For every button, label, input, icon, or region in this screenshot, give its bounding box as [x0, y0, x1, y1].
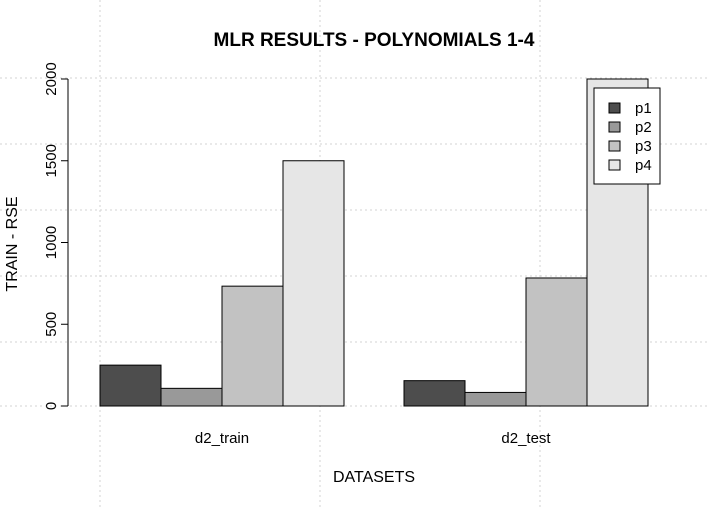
bar-p1-d2_train — [99, 364, 162, 407]
y-tick-label: 1500 — [43, 144, 60, 177]
legend-swatch-p1 — [608, 102, 621, 114]
x-tick-label-d2_test: d2_test — [501, 430, 551, 447]
x-axis-label: DATASETS — [333, 469, 415, 486]
bar-p1-d2_test — [403, 380, 466, 407]
y-axis-label: TRAIN - RSE — [4, 196, 21, 291]
legend-label-p3: p3 — [635, 138, 652, 155]
x-tick-label-d2_train: d2_train — [195, 430, 249, 447]
y-tick-label: 500 — [43, 312, 60, 337]
bars-layer — [99, 78, 649, 407]
legend: p1 p2 p3 p4 — [593, 87, 661, 185]
y-tick-label: 1000 — [43, 226, 60, 259]
legend-swatch-p2 — [608, 121, 621, 133]
legend-label-p2: p2 — [635, 119, 652, 136]
bar-p2-d2_train — [160, 387, 223, 407]
legend-box — [593, 87, 661, 185]
x-tick-labels: d2_train d2_test — [195, 430, 552, 447]
legend-label-p4: p4 — [635, 157, 652, 174]
chart-title: MLR RESULTS - POLYNOMIALS 1-4 — [214, 30, 535, 51]
bar-p4-d2_train — [282, 160, 345, 407]
legend-label-p1: p1 — [635, 100, 652, 117]
y-tick-label: 2000 — [43, 62, 60, 95]
y-tick-label: 0 — [43, 402, 60, 410]
bar-p2-d2_test — [464, 391, 527, 407]
legend-swatch-p3 — [608, 140, 621, 152]
bar-p3-d2_train — [221, 285, 284, 407]
legend-swatch-p4 — [608, 159, 621, 171]
y-axis: 0 500 1000 1500 2000 — [43, 62, 69, 410]
bar-p3-d2_test — [525, 277, 588, 407]
